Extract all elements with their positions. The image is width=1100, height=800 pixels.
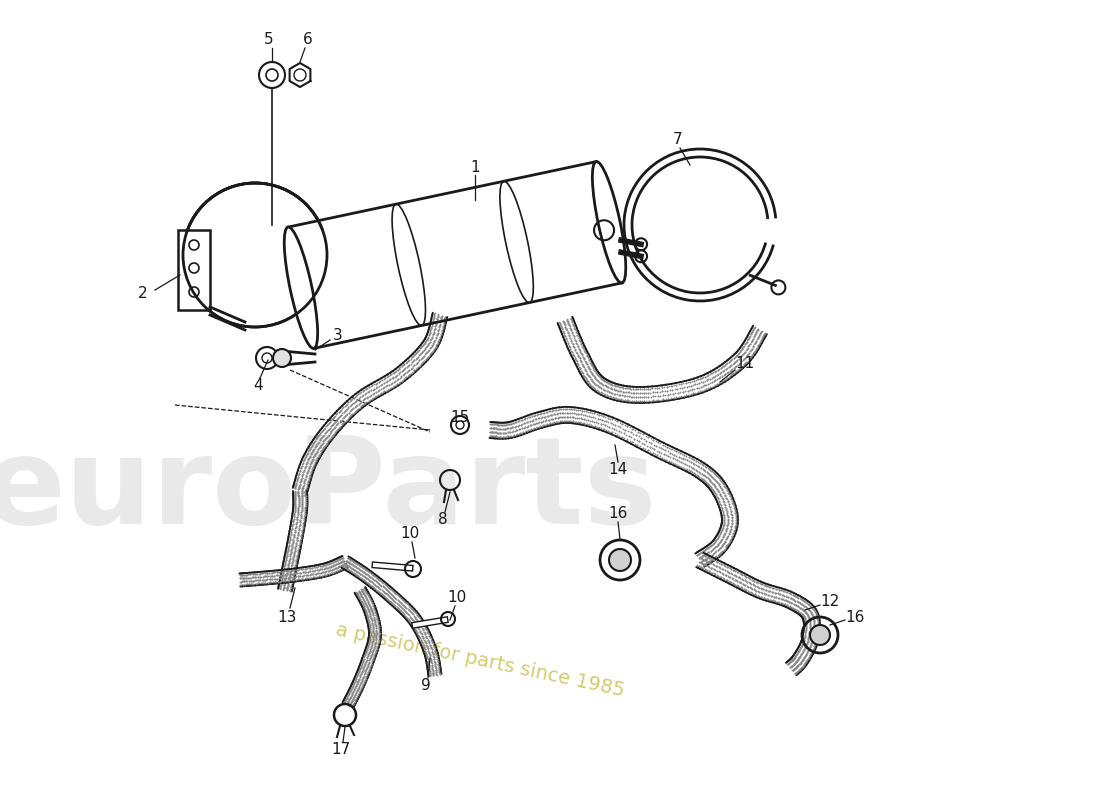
Text: 3: 3 — [333, 329, 343, 343]
Text: 2: 2 — [139, 286, 147, 301]
Text: 8: 8 — [438, 513, 448, 527]
Circle shape — [183, 183, 327, 327]
Circle shape — [810, 625, 830, 645]
Text: 5: 5 — [264, 33, 274, 47]
Text: 4: 4 — [253, 378, 263, 394]
Text: 15: 15 — [450, 410, 470, 426]
Text: 13: 13 — [277, 610, 297, 625]
Ellipse shape — [284, 227, 318, 349]
Circle shape — [628, 153, 772, 297]
Text: 11: 11 — [736, 357, 755, 371]
Text: 7: 7 — [673, 133, 683, 147]
Text: 10: 10 — [400, 526, 419, 542]
Text: a passion for parts since 1985: a passion for parts since 1985 — [333, 620, 626, 700]
Text: 16: 16 — [608, 506, 628, 522]
Text: 17: 17 — [331, 742, 351, 758]
Text: 6: 6 — [304, 33, 312, 47]
Text: 12: 12 — [821, 594, 839, 610]
Text: 10: 10 — [448, 590, 466, 606]
Text: 9: 9 — [421, 678, 431, 694]
Ellipse shape — [593, 162, 626, 283]
Text: euroParts: euroParts — [0, 431, 657, 549]
FancyBboxPatch shape — [178, 230, 210, 310]
Text: 16: 16 — [845, 610, 865, 625]
Text: 14: 14 — [608, 462, 628, 478]
Circle shape — [273, 349, 292, 367]
Circle shape — [609, 549, 631, 571]
Text: 1: 1 — [470, 161, 480, 175]
Polygon shape — [288, 162, 622, 348]
